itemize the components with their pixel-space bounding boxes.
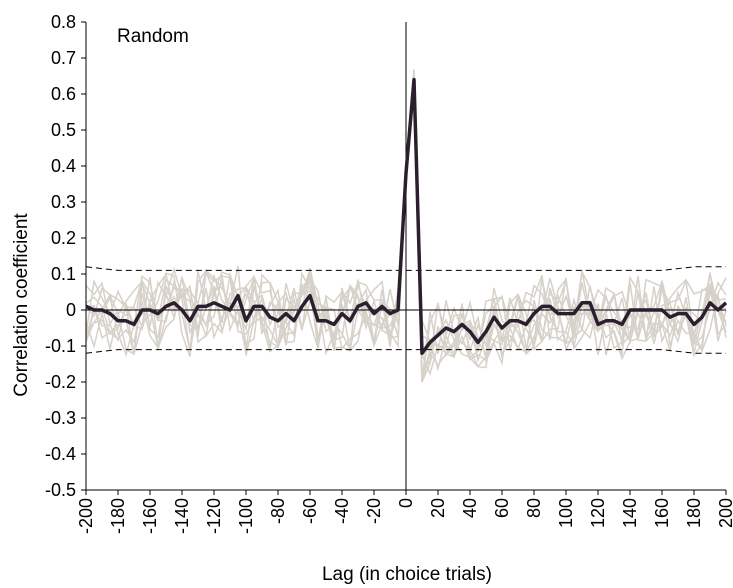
x-tick-label: 100 <box>556 498 576 528</box>
x-tick-label: -120 <box>204 498 224 534</box>
x-tick-label: 60 <box>492 498 512 518</box>
x-tick-label: 40 <box>460 498 480 518</box>
x-tick-label: -40 <box>332 498 352 524</box>
panel-label: Random <box>117 26 189 47</box>
y-tick-label: 0.5 <box>51 120 76 140</box>
x-tick-label: -180 <box>108 498 128 534</box>
x-tick-label: -60 <box>300 498 320 524</box>
y-tick-label: 0.7 <box>51 48 76 68</box>
y-tick-label: 0.6 <box>51 84 76 104</box>
x-tick-label: 80 <box>524 498 544 518</box>
x-tick-label: 140 <box>620 498 640 528</box>
x-tick-label: 20 <box>428 498 448 518</box>
axes <box>81 21 727 495</box>
x-tick-label: 160 <box>652 498 672 528</box>
y-tick-label: 0.8 <box>51 12 76 32</box>
y-axis-title: Correlation coefficient <box>11 213 32 397</box>
x-tick-label: -200 <box>76 498 96 534</box>
x-tick-label: -100 <box>236 498 256 534</box>
mean-series-line <box>85 77 728 355</box>
mean-series <box>85 77 728 355</box>
y-tick-label: -0.2 <box>45 372 76 392</box>
y-tick-label: 0.4 <box>51 156 76 176</box>
x-tick-label: -160 <box>140 498 160 534</box>
x-tick-label: -20 <box>364 498 384 524</box>
y-tick-label: -0.5 <box>45 480 76 500</box>
x-axis-title: Lag (in choice trials) <box>322 564 492 585</box>
y-tick-label: -0.4 <box>45 444 76 464</box>
tick-labels: -0.5 -0.4 -0.3 -0.2 -0.1 0 0.1 0.2 0.3 0.4 0.5 0.6 0… <box>45 12 733 534</box>
y-tick-label: -0.3 <box>45 408 76 428</box>
x-tick-label: 120 <box>588 498 608 528</box>
y-tick-label: 0.1 <box>51 264 76 284</box>
x-tick-label: -140 <box>172 498 192 534</box>
x-tick-label: 0 <box>396 498 416 508</box>
x-tick-label: 200 <box>716 498 733 528</box>
x-tick-label: -80 <box>268 498 288 524</box>
y-tick-label: 0 <box>66 300 76 320</box>
y-tick-label: -0.1 <box>45 336 76 356</box>
y-tick-label: 0.2 <box>51 228 76 248</box>
x-tick-label: 180 <box>684 498 704 528</box>
y-tick-label: 0.3 <box>51 192 76 212</box>
